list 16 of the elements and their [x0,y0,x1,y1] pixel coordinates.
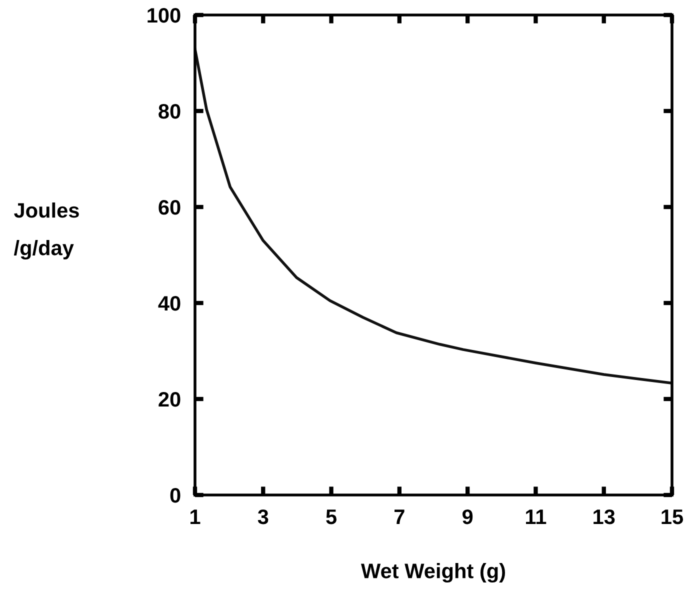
y-tick-label: 20 [158,392,180,407]
x-tick-label: 7 [394,510,404,524]
y-tick-label: 60 [158,200,180,215]
y-axis-title: Joules /g/day [14,202,79,260]
y-tick-label: 40 [158,296,180,311]
x-tick-label: 11 [526,510,546,524]
x-tick-label: 1 [190,510,200,524]
x-tick-label: 5 [326,510,336,524]
y-tick-label: 100 [148,8,180,23]
x-axis-title: Wet Weight (g) [360,563,505,583]
x-tick-label: 15 [662,510,684,524]
x-tick-label: 9 [462,509,473,524]
x-tick-label: 3 [258,509,268,524]
y-tick-label: 80 [158,104,180,119]
y-tick-label: 0 [170,488,180,503]
x-tick-label: 13 [594,509,615,524]
